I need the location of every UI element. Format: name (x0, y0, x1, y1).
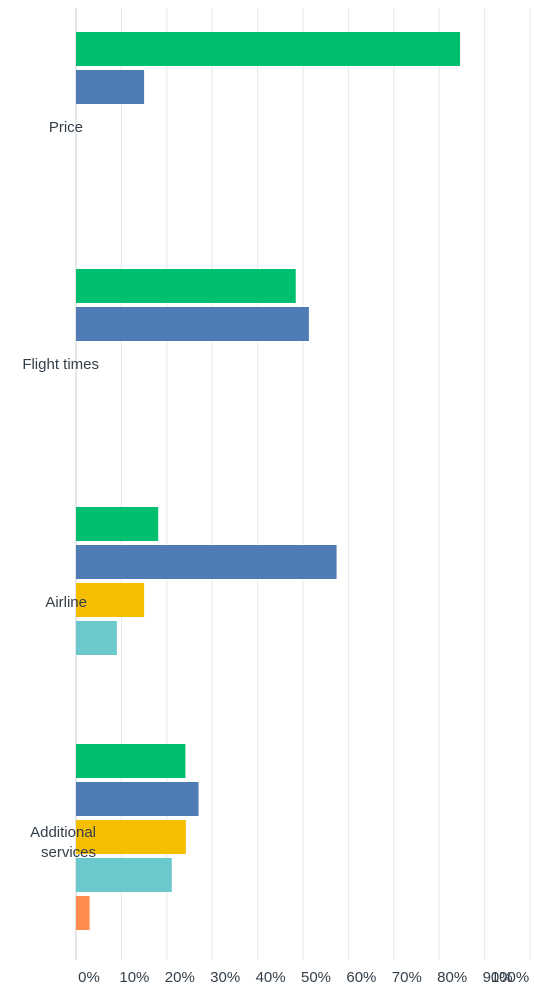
x-tick-label: 50% (301, 969, 331, 986)
bar (76, 820, 186, 854)
category-label: Additional services (30, 824, 96, 861)
bar (76, 545, 337, 579)
bar (76, 583, 145, 617)
category-labels: Price Flight times Airline Additional servic… (22, 119, 99, 861)
bar (76, 269, 296, 303)
bar (76, 32, 461, 66)
x-tick-label: 80% (437, 969, 467, 986)
bar (76, 621, 117, 655)
bar (76, 744, 186, 778)
x-tick-label: 100% (491, 969, 529, 986)
x-tick-labels: 0% 10% 20% 30% 40% 50% 60% 70% 80% 90%100% (78, 969, 529, 986)
bars (76, 32, 461, 930)
x-tick-label: 40% (256, 969, 286, 986)
x-tick-label: 70% (392, 969, 422, 986)
bar (76, 858, 172, 892)
x-tick-label: 30% (210, 969, 240, 986)
x-tick-label: 10% (119, 969, 149, 986)
category-label: Flight times (22, 356, 99, 373)
gridlines (75, 8, 531, 960)
category-label: Price (49, 119, 83, 136)
x-tick-label: 90% (483, 969, 513, 986)
bar (76, 70, 145, 104)
bar (76, 507, 159, 541)
x-tick-label: 20% (165, 969, 195, 986)
category-label: Airline (45, 594, 87, 611)
bar (76, 896, 90, 930)
bar (76, 782, 199, 816)
bar (76, 307, 309, 341)
x-tick-label: 0% (78, 969, 100, 986)
x-tick-label: 60% (346, 969, 376, 986)
